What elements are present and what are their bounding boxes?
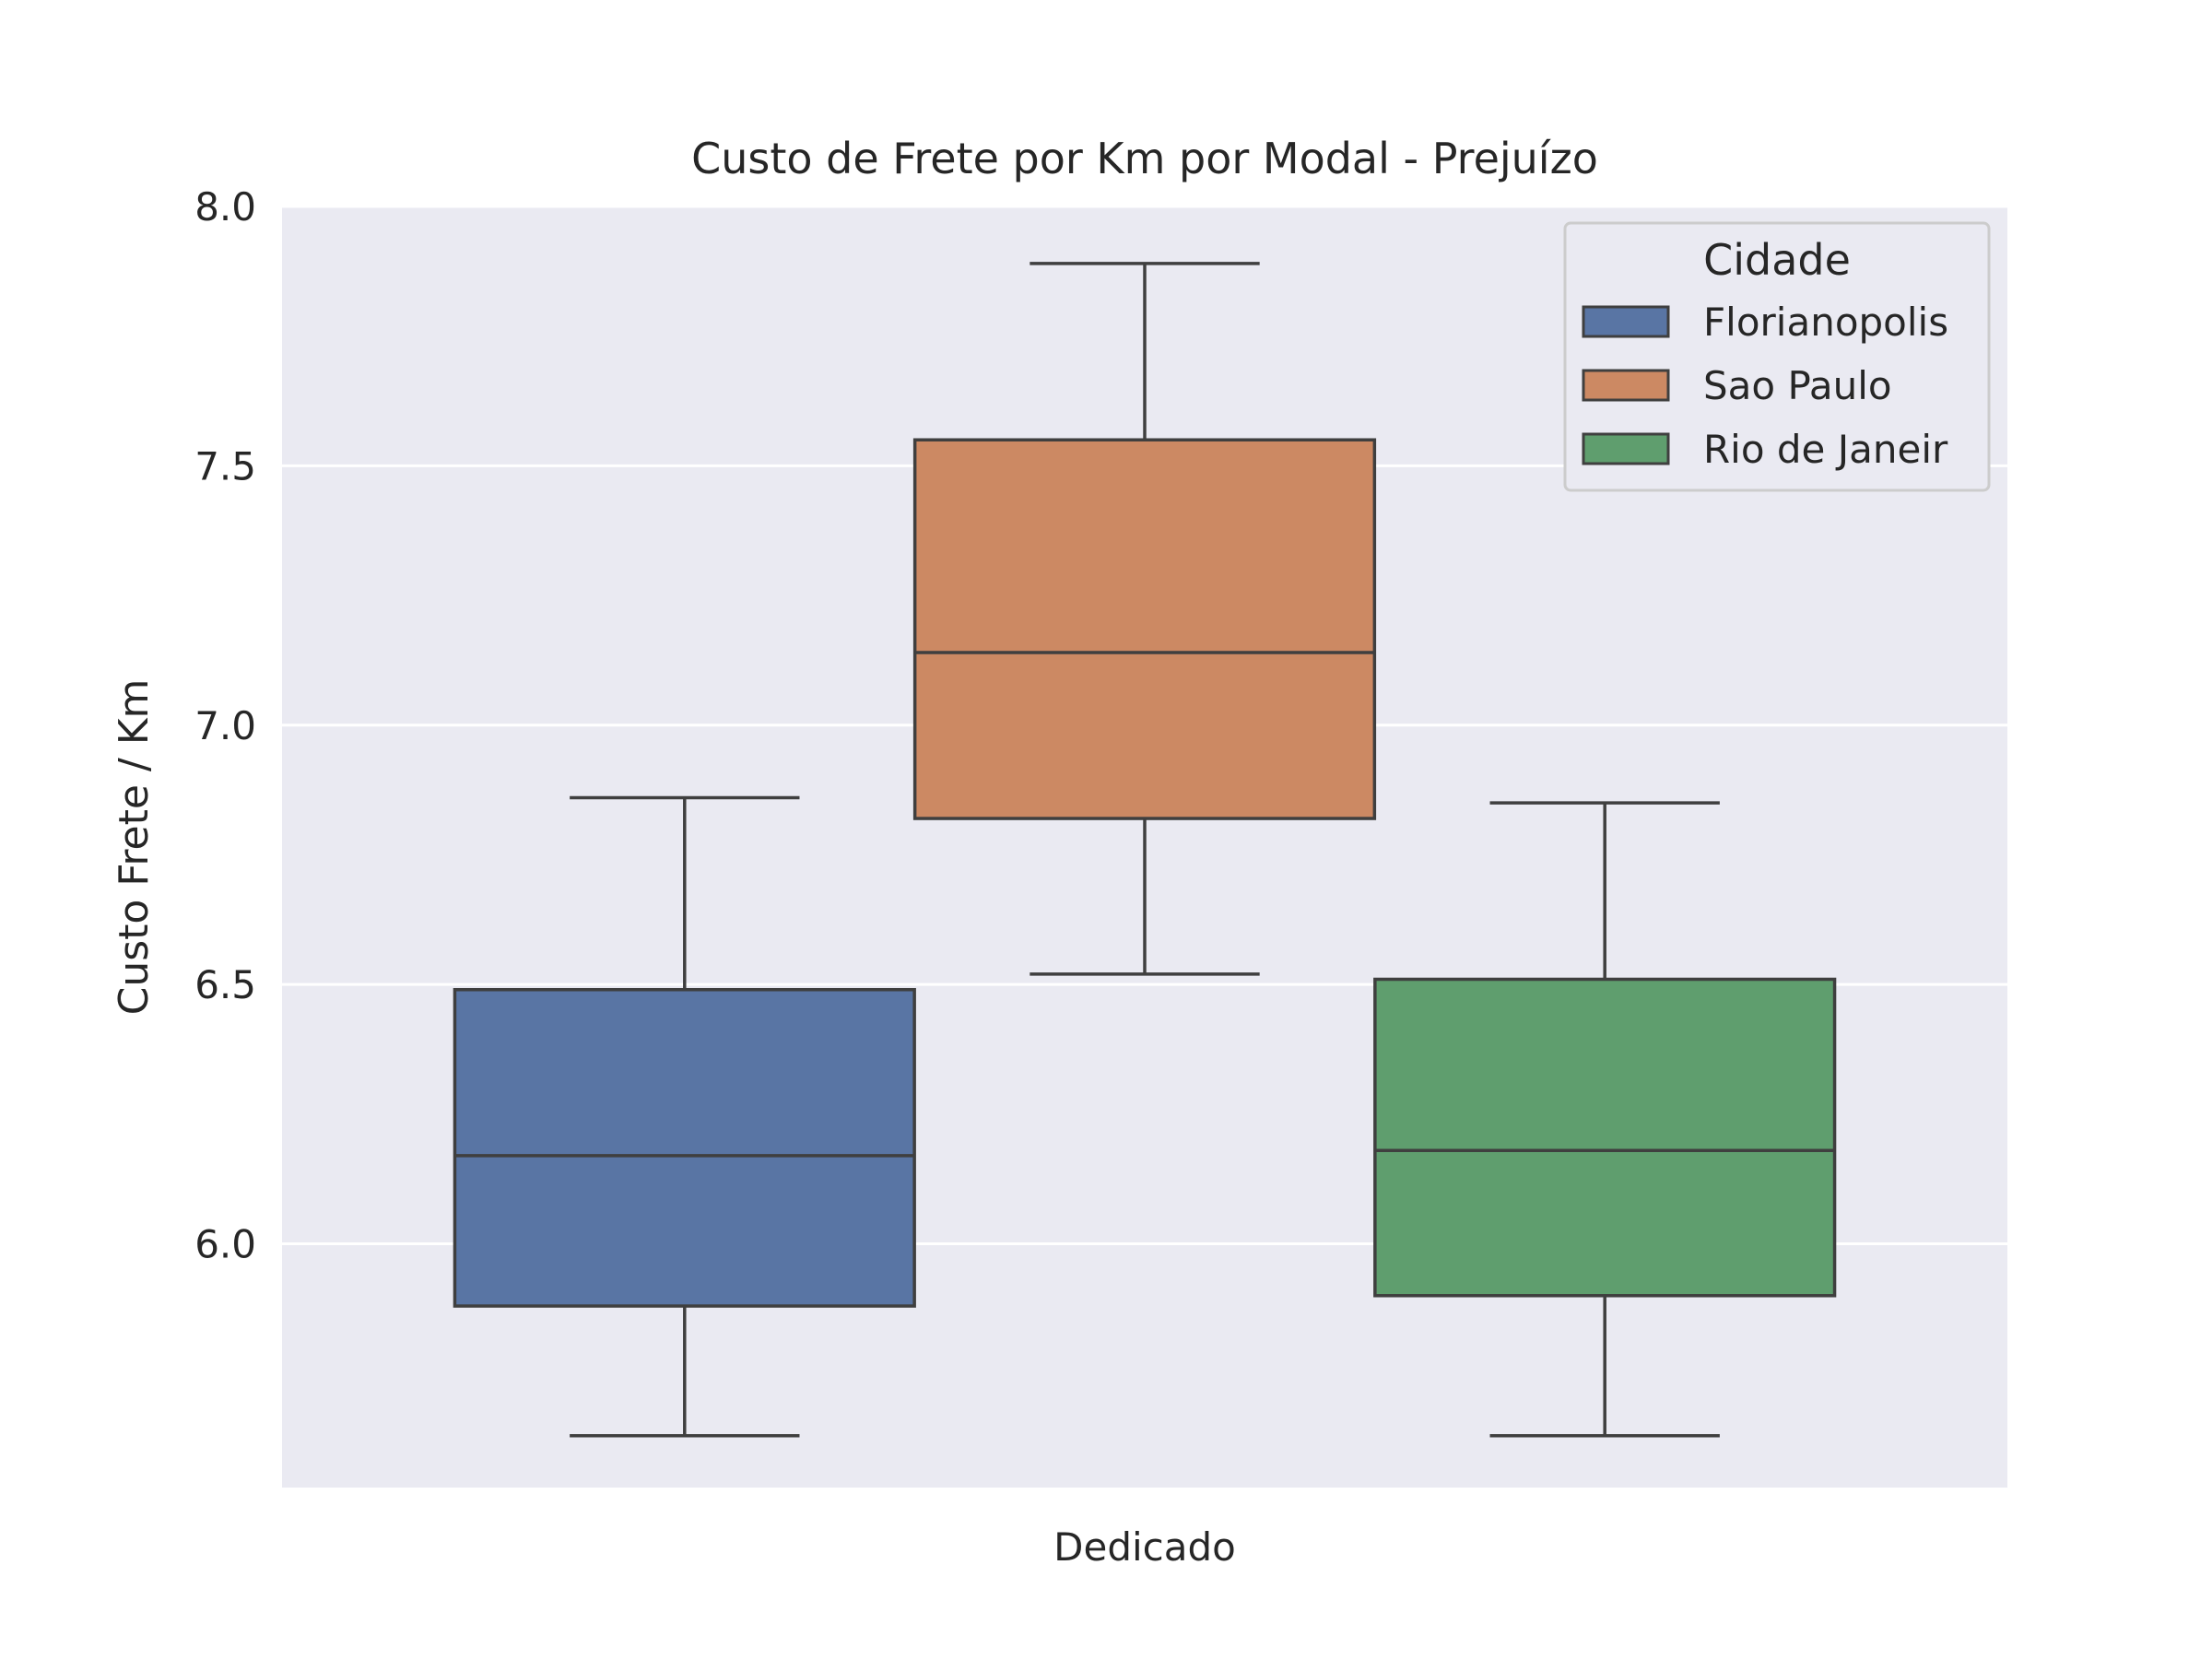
y-tick-label: 7.5 — [194, 443, 256, 488]
box-rio-de-janeir — [1373, 801, 1837, 1438]
chart-title: Custo de Frete por Km por Modal - Prejuí… — [691, 134, 1598, 183]
legend-title: Cidade — [1703, 235, 1851, 285]
legend-swatch — [1582, 369, 1670, 402]
box-body — [453, 988, 916, 1308]
box-body — [1373, 977, 1837, 1298]
y-tick-label: 8.0 — [194, 184, 256, 229]
legend-items: Florianopolis Sao Paulo Rio de Janeir — [1582, 300, 1948, 472]
legend-item: Florianopolis — [1582, 300, 1948, 345]
box-florianopolis — [453, 795, 916, 1438]
legend: Cidade Florianopolis Sao Paulo Rio de Jane… — [1563, 221, 1991, 492]
x-tick-label: Dedicado — [1053, 1524, 1236, 1570]
box-series — [453, 262, 1837, 1438]
x-tick-labels: Dedicado — [1053, 1524, 1236, 1570]
legend-frame — [1563, 221, 1991, 492]
y-tick-label: 7.0 — [194, 703, 256, 748]
y-tick-labels: 6.0 6.5 7.0 7.5 8.0 — [194, 184, 256, 1267]
legend-label: Florianopolis — [1703, 300, 1948, 345]
legend-swatch — [1582, 305, 1670, 338]
legend-label: Sao Paulo — [1703, 363, 1892, 408]
legend-item: Sao Paulo — [1582, 363, 1892, 408]
box-body — [912, 438, 1377, 820]
box-sao-paulo — [912, 262, 1377, 976]
legend-label: Rio de Janeir — [1703, 427, 1948, 472]
legend-item: Rio de Janeir — [1582, 427, 1948, 472]
y-axis-label: Custo Frete / Km — [111, 679, 158, 1016]
legend-swatch — [1582, 432, 1670, 465]
y-tick-label: 6.0 — [194, 1222, 256, 1267]
y-tick-label: 6.5 — [194, 962, 256, 1007]
